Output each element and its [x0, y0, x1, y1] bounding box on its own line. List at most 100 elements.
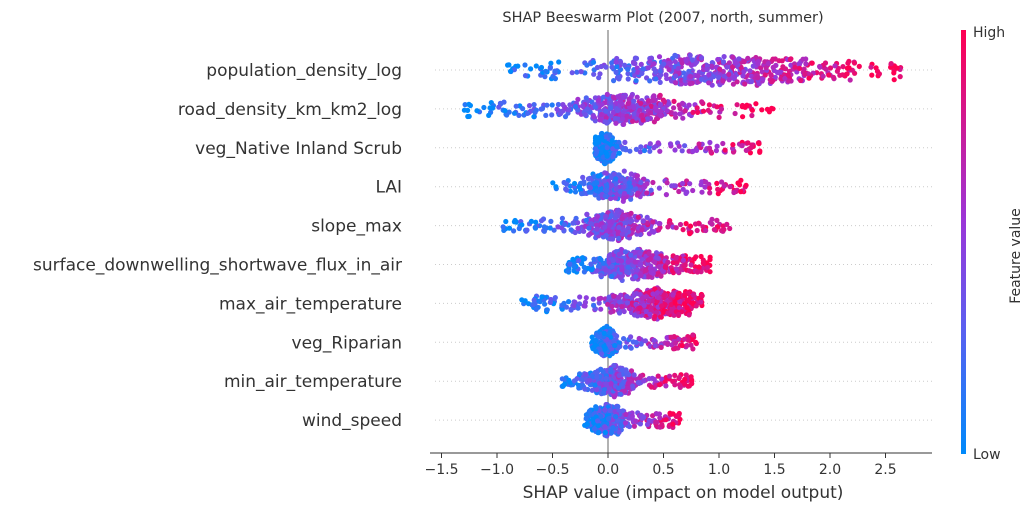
shap-point: [530, 302, 536, 308]
shap-point: [616, 372, 622, 379]
shap-point: [726, 77, 732, 83]
shap-point: [856, 63, 862, 69]
shap-point: [654, 116, 660, 122]
shap-point: [687, 181, 693, 187]
shap-point: [757, 148, 763, 154]
shap-point: [586, 225, 592, 231]
shap-point: [533, 306, 539, 312]
shap-point: [566, 377, 572, 383]
shap-point: [645, 65, 652, 71]
shap-point: [549, 112, 555, 118]
shap-point: [612, 342, 618, 349]
feature-label: road_density_km_km2_log: [178, 100, 402, 120]
shap-point: [694, 105, 700, 111]
shap-point: [655, 140, 661, 146]
shap-point: [590, 296, 596, 302]
shap-point: [606, 252, 613, 258]
shap-point: [607, 105, 614, 111]
shap-point: [715, 186, 721, 192]
shap-point: [682, 108, 688, 114]
shap-point: [659, 422, 665, 428]
shap-point: [555, 101, 562, 108]
shap-point: [609, 174, 615, 181]
feature-label: population_density_log: [206, 61, 402, 81]
shap-point: [715, 191, 721, 197]
shap-point: [581, 269, 588, 275]
shap-point: [631, 60, 637, 66]
shap-point: [614, 63, 620, 70]
shap-point: [582, 303, 588, 309]
shap-point: [809, 60, 815, 66]
shap-point: [732, 74, 738, 80]
shap-point: [610, 94, 617, 100]
shap-point: [531, 114, 537, 120]
shap-point: [657, 92, 663, 98]
x-axis-title: SHAP value (impact on model output): [523, 483, 844, 503]
shap-point: [672, 382, 678, 388]
shap-point: [636, 335, 642, 342]
shap-point: [869, 72, 875, 78]
shap-point: [629, 415, 635, 421]
shap-point: [698, 182, 704, 188]
shap-point: [806, 75, 812, 81]
shap-point: [730, 64, 736, 70]
shap-point: [575, 258, 582, 264]
shap-point: [738, 177, 744, 183]
shap-point: [609, 350, 616, 357]
shap-point: [604, 145, 610, 151]
shap-point: [591, 114, 597, 120]
shap-point: [566, 299, 572, 305]
shap-point: [604, 91, 610, 97]
shap-point: [653, 76, 659, 82]
shap-point: [598, 63, 604, 70]
shap-point: [647, 78, 653, 84]
shap-point: [506, 109, 512, 115]
x-tick-label: −1.5: [425, 462, 459, 478]
shap-point: [736, 56, 742, 62]
shap-point: [677, 111, 683, 117]
shap-point: [739, 142, 745, 149]
shap-point: [638, 61, 644, 67]
shap-point: [638, 144, 644, 150]
shap-point: [583, 217, 589, 223]
shap-point: [613, 69, 619, 75]
shap-point: [655, 295, 661, 301]
shap-point: [646, 298, 652, 304]
shap-point: [603, 381, 609, 387]
shap-point: [664, 108, 670, 114]
shap-point: [691, 292, 697, 298]
shap-point: [741, 59, 747, 65]
shap-point: [676, 374, 682, 381]
shap-point: [619, 216, 625, 222]
shap-point: [707, 185, 713, 191]
shap-point: [608, 430, 615, 436]
shap-point: [657, 221, 663, 227]
shap-point: [651, 61, 657, 67]
shap-point: [603, 232, 609, 238]
shap-point: [682, 143, 688, 149]
shap-point: [845, 60, 851, 66]
shap-point: [580, 174, 586, 180]
shap-point: [797, 65, 803, 71]
shap-point: [524, 110, 531, 116]
shap-point: [558, 225, 565, 231]
shap-point: [874, 68, 881, 74]
shap-point: [698, 55, 705, 61]
shap-point: [624, 300, 631, 306]
shap-point: [589, 267, 595, 273]
x-tick-label: 2.0: [819, 462, 841, 478]
shap-point: [676, 188, 682, 195]
shap-point: [755, 59, 761, 65]
shap-point: [676, 292, 682, 298]
shap-point: [635, 190, 641, 196]
shap-point: [639, 70, 645, 76]
shap-point: [666, 67, 672, 73]
shap-point: [649, 98, 656, 104]
shap-point: [688, 74, 694, 80]
shap-point: [622, 388, 628, 394]
shap-point: [682, 262, 688, 268]
shap-point: [868, 64, 874, 70]
shap-point: [687, 52, 693, 59]
shap-point: [544, 307, 550, 313]
